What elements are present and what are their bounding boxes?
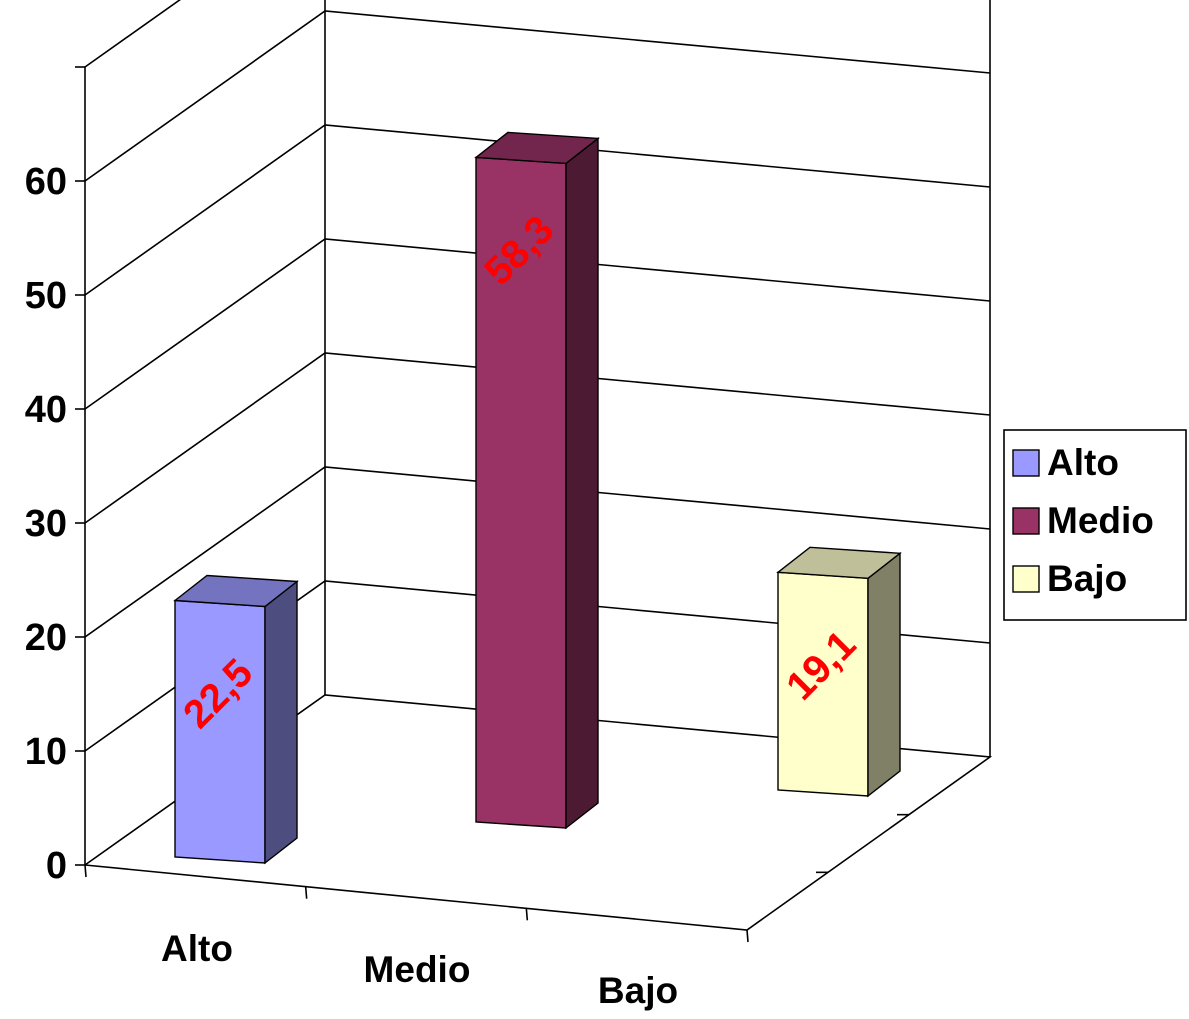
legend: Alto Medio Bajo bbox=[1003, 429, 1187, 621]
x-tick-mark bbox=[84, 864, 87, 878]
y-tick-label: 30 bbox=[25, 503, 67, 545]
y-tick-label: 40 bbox=[25, 389, 67, 431]
x-category-label: Medio bbox=[364, 949, 471, 990]
bar-bajo: 19,1 bbox=[776, 546, 902, 798]
y-tick-label: 20 bbox=[25, 617, 67, 659]
gridline bbox=[84, 238, 991, 410]
legend-swatch-medio bbox=[1012, 507, 1040, 535]
x-tick-mark bbox=[746, 929, 749, 943]
bar-side-face bbox=[565, 136, 599, 830]
gridline bbox=[84, 580, 991, 752]
y-tick-label: 10 bbox=[25, 731, 67, 773]
bar-medio: 58,3 bbox=[474, 131, 600, 830]
x-tick-mark bbox=[304, 886, 308, 899]
gridline bbox=[84, 352, 991, 524]
y-tick-label: 60 bbox=[25, 161, 67, 203]
y-axis-ticks: 0 10 20 30 40 50 60 bbox=[25, 66, 85, 887]
legend-label: Bajo bbox=[1047, 558, 1127, 599]
bar-alto: 22,5 bbox=[173, 574, 299, 865]
bars: 22,5 58,3 19,1 bbox=[173, 131, 902, 865]
gridline bbox=[84, 466, 991, 638]
chart-walls bbox=[84, 0, 991, 865]
gridline bbox=[84, 124, 991, 296]
bar-front-face bbox=[174, 599, 266, 864]
bar-top-face bbox=[776, 546, 902, 580]
legend-label: Alto bbox=[1047, 442, 1119, 483]
gridlines bbox=[84, 10, 991, 752]
legend-swatch-alto bbox=[1012, 449, 1040, 477]
y-tick-label: 0 bbox=[46, 845, 67, 887]
gridline bbox=[84, 10, 991, 182]
bar-side-face bbox=[264, 580, 298, 865]
y-tick-label: 50 bbox=[25, 275, 67, 317]
x-tick-mark bbox=[525, 908, 529, 921]
bar-top-face bbox=[173, 574, 299, 608]
legend-swatch-bajo bbox=[1012, 565, 1040, 593]
x-category-label: Alto bbox=[161, 928, 233, 969]
bar-side-face bbox=[867, 551, 901, 798]
wall-top-edge bbox=[84, 0, 181, 68]
legend-label: Medio bbox=[1047, 500, 1154, 541]
bar-top-face bbox=[474, 131, 600, 165]
x-category-label: Bajo bbox=[598, 970, 678, 1011]
x-axis-labels: Alto Medio Bajo bbox=[161, 928, 678, 1011]
